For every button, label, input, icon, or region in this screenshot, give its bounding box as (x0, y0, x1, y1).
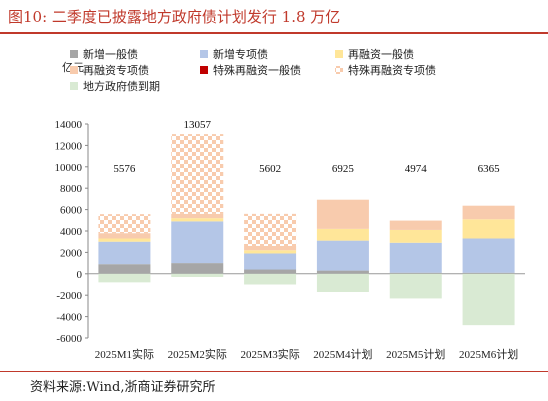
x-tick-label: 2025M2实际 (168, 347, 227, 361)
bar-segment (171, 134, 224, 214)
bar-segment (98, 273, 151, 283)
legend-label: 新增一般债 (83, 47, 138, 61)
footer-rule (0, 371, 548, 372)
bar-segment (98, 214, 151, 234)
legend-swatch (200, 50, 208, 58)
bar-segment (171, 273, 224, 278)
y-tick-label: -6000 (56, 333, 82, 345)
bar-segment (244, 273, 297, 285)
y-tick-label: -4000 (56, 312, 82, 324)
total-label: 5602 (259, 163, 281, 175)
bar-segment (462, 238, 515, 273)
legend-label: 再融资专项债 (83, 63, 149, 77)
bar-segment (389, 229, 442, 243)
bar-segment (462, 219, 515, 239)
legend-label: 特殊再融资专项债 (348, 63, 436, 77)
y-tick-label: 10000 (55, 162, 83, 174)
bar-segment (98, 233, 151, 239)
total-label: 13057 (184, 119, 212, 131)
x-tick-label: 2025M1实际 (95, 347, 154, 361)
bar-segment (244, 253, 297, 270)
bar-segment (462, 205, 515, 220)
bar-segment (171, 263, 224, 274)
y-tick-label: -2000 (56, 290, 82, 302)
bar-segment (389, 242, 442, 273)
legend-swatch (200, 66, 208, 74)
bar-segment (244, 250, 297, 254)
total-label: 6365 (478, 163, 501, 175)
bar-segment (244, 213, 297, 246)
bar-segment (98, 264, 151, 274)
x-tick-label: 2025M3实际 (240, 347, 299, 361)
bar-segment (244, 269, 297, 274)
bar-segment (316, 240, 369, 271)
x-tick-label: 2025M6计划 (459, 348, 518, 361)
axes: -6000 -4000 -2000 0 2000 4000 6000 8000 10000 120… (55, 119, 525, 361)
bar-segment (244, 245, 297, 251)
y-tick-label: 0 (77, 269, 83, 281)
bar-segment (171, 218, 224, 222)
y-tick-label: 6000 (60, 205, 83, 217)
y-tick-label: 4000 (60, 226, 83, 238)
y-tick-label: 14000 (55, 119, 83, 131)
legend-swatch (335, 66, 343, 74)
bar-segment (389, 220, 442, 230)
y-tick-label: 12000 (55, 140, 83, 152)
bar-segment (462, 273, 515, 326)
bar-segment (171, 221, 224, 264)
total-label: 4974 (405, 163, 428, 175)
x-tick-label: 2025M5计划 (386, 348, 445, 361)
bar-segment (98, 238, 151, 242)
legend-swatch (70, 66, 78, 74)
bars (98, 134, 515, 326)
bar-segment (316, 199, 369, 229)
legend-swatch (70, 50, 78, 58)
legend-swatch (70, 82, 78, 90)
y-tick-label: 2000 (60, 247, 83, 259)
legend-label: 新增专项债 (213, 47, 268, 61)
source-note: 资料来源:Wind,浙商证券研究所 (30, 380, 216, 395)
bar-segment (389, 273, 442, 299)
legend-swatch (335, 50, 343, 58)
data-labels: 5576 13057 5602 6925 4974 6365 (113, 119, 500, 175)
stacked-bar-chart: 亿元 新增一般债新增专项债再融资一般债再融资专项债特殊再融资一般债特殊再融资专项… (55, 47, 525, 361)
bar-segment (316, 270, 369, 274)
bar-segment (462, 272, 515, 274)
legend-label: 地方政府债到期 (83, 79, 160, 93)
bar-segment (171, 213, 224, 219)
bar-segment (98, 241, 151, 265)
total-label: 5576 (113, 163, 136, 175)
figure-title: 图10: 二季度已披露地方政府债计划发行 1.8 万亿 (8, 8, 341, 26)
total-label: 6925 (332, 163, 355, 175)
legend-label: 特殊再融资一般债 (213, 63, 301, 77)
bar-segment (389, 272, 442, 274)
bar-segment (316, 273, 369, 292)
y-tick-label: 8000 (60, 183, 83, 195)
title-rule (0, 32, 548, 34)
legend-label: 再融资一般债 (348, 47, 414, 61)
bar-segment (316, 228, 369, 241)
x-tick-label: 2025M4计划 (313, 348, 372, 361)
